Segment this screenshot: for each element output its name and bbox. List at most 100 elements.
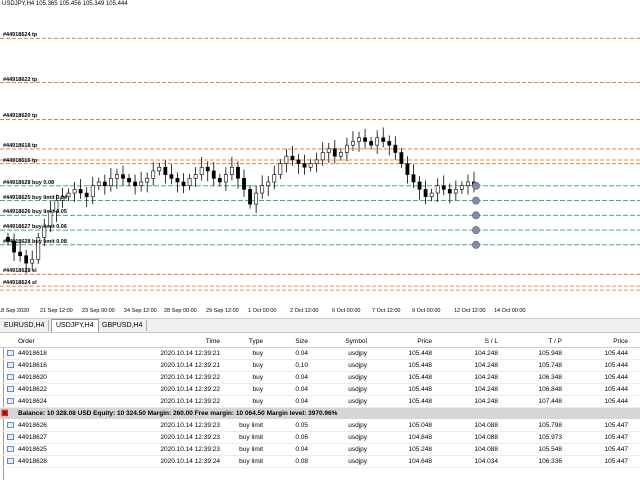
order-icon (7, 446, 14, 452)
table-row[interactable]: 44918616 2020.10.14 12:39:21 buy 0.10 usdjpy… (0, 360, 640, 372)
candle (102, 174, 107, 195)
table-row[interactable]: 44918620 2020.10.14 12:39:22 buy 0.04 usdjpy… (0, 372, 640, 384)
col-symbol[interactable]: Symbol (345, 338, 367, 345)
cell-tp: 105.798 (538, 422, 563, 429)
col-time[interactable]: Time (205, 338, 220, 345)
cell-time: 2020.10.14 12:39:23 (160, 434, 220, 441)
cell-cur: 105.447 (604, 422, 629, 429)
time-axis-label: 23 Sep 00:00 (82, 308, 115, 314)
cell-tp: 107.448 (538, 398, 563, 405)
col-order[interactable]: Order (18, 338, 35, 345)
order-level-label: #44918625 buy limit 0.04 (3, 194, 67, 201)
table-row[interactable]: 44918627 2020.10.14 12:39:23 buy limit 0.06… (0, 432, 640, 444)
price-chart[interactable]: USDJPY,H4 105.365 105.456 105.349 105.44… (0, 0, 640, 318)
candle (181, 173, 186, 194)
candle (369, 137, 374, 150)
order-level-label: #44918628 sl (3, 268, 37, 275)
table-row[interactable]: 44918628 2020.10.14 12:39:24 buy limit 0.08… (0, 456, 640, 468)
chart-canvas[interactable] (0, 0, 640, 318)
candle (466, 174, 470, 195)
cell-price: 105.448 (408, 350, 433, 357)
cell-symbol: usdjpy (348, 362, 367, 369)
cell-size: 0.04 (295, 350, 308, 357)
time-axis-label: 29 Sep 12:00 (206, 308, 239, 314)
tab-eurusd[interactable]: EURUSD,H4 (0, 320, 50, 331)
cell-size: 0.04 (295, 374, 308, 381)
order-marker[interactable] (472, 181, 480, 190)
cell-cur: 105.444 (604, 362, 629, 369)
cell-type: buy (252, 350, 263, 357)
time-axis-label: 21 Sep 12:00 (40, 308, 73, 314)
order-marker[interactable] (472, 211, 480, 220)
candle (187, 173, 192, 191)
col-type[interactable]: Type (248, 338, 263, 345)
col-sl[interactable]: S / L (484, 338, 498, 345)
table-header: Order Time Type Size Symbol Price S / L … (0, 336, 640, 348)
order-marker[interactable] (472, 196, 480, 205)
balance-summary: Balance: 10 328.08 USD Equity: 10 324.50… (18, 410, 338, 417)
candle (230, 156, 234, 181)
candle (453, 180, 458, 201)
candle (48, 201, 53, 233)
cell-tp: 105.748 (538, 362, 563, 369)
cell-order: 44918626 (18, 422, 47, 429)
table-row[interactable]: 44918618 2020.10.14 12:39:21 buy 0.04 usdjpy… (0, 348, 640, 360)
col-tp[interactable]: T / P (548, 338, 562, 345)
cell-sl: 104.248 (474, 386, 499, 393)
candle (411, 164, 416, 188)
candle (357, 131, 361, 152)
order-icon (7, 398, 14, 404)
table-row[interactable]: 44918626 2020.10.14 12:39:23 buy limit 0.05… (0, 420, 640, 432)
candle (447, 183, 452, 204)
tab-usdjpy[interactable]: USDJPY,H4 (51, 319, 99, 332)
candle (326, 142, 331, 163)
order-level-label: #44918628 buy limit 0.08 (3, 238, 67, 245)
order-marker[interactable] (472, 226, 480, 234)
candle (332, 139, 337, 164)
candle (108, 167, 113, 192)
candle (387, 135, 392, 156)
candle (236, 161, 240, 189)
cell-size: 0.04 (295, 446, 308, 453)
cell-size: 0.04 (295, 386, 308, 393)
cell-sl: 104.248 (474, 350, 499, 357)
candle (272, 165, 277, 190)
cell-order: 44918618 (18, 350, 47, 357)
cell-symbol: usdjpy (348, 374, 367, 381)
candle (423, 180, 428, 205)
candle (381, 127, 386, 148)
cell-cur: 105.447 (604, 434, 629, 441)
tab-gbpusd[interactable]: GBPUSD,H4 (98, 320, 148, 331)
col-size[interactable]: Size (295, 338, 308, 345)
col-price[interactable]: Price (417, 338, 432, 345)
cell-tp: 105.548 (538, 446, 563, 453)
col-current-price[interactable]: Price (613, 338, 628, 345)
cell-price: 105.448 (408, 362, 433, 369)
cell-symbol: usdjpy (348, 458, 367, 465)
time-axis-label: 7 Oct 12:00 (372, 308, 401, 314)
cell-symbol: usdjpy (348, 350, 367, 357)
candle (314, 152, 319, 173)
table-row[interactable]: 44918624 2020.10.14 12:39:22 buy 0.04 usdjpy… (0, 396, 640, 408)
candle (441, 175, 446, 196)
order-level-label: #44918618 tp (3, 142, 38, 149)
time-axis-label: 2 Oct 12:00 (290, 308, 319, 314)
time-axis-label: 9 Oct 00:00 (412, 308, 441, 314)
cell-time: 2020.10.14 12:39:22 (160, 374, 220, 381)
table-row[interactable]: 44918622 2020.10.14 12:39:22 buy 0.04 usdjpy… (0, 384, 640, 396)
order-marker[interactable] (472, 240, 480, 249)
cell-cur: 105.444 (604, 386, 629, 393)
order-level-label: #44918622 tp (3, 76, 38, 83)
table-row[interactable]: 44918625 2020.10.14 12:39:23 buy limit 0.04… (0, 444, 640, 456)
cell-type: buy (252, 398, 263, 405)
cell-price: 105.448 (408, 386, 433, 393)
candle (260, 175, 265, 199)
cell-tp: 106.336 (538, 458, 563, 465)
cell-sl: 104.248 (474, 398, 499, 405)
cell-sl: 104.088 (474, 446, 499, 453)
candle (169, 164, 174, 185)
cell-size: 0.08 (295, 458, 308, 465)
cell-order: 44918620 (18, 374, 47, 381)
candle (211, 162, 216, 186)
time-axis-label: 12 Oct 12:00 (454, 308, 486, 314)
